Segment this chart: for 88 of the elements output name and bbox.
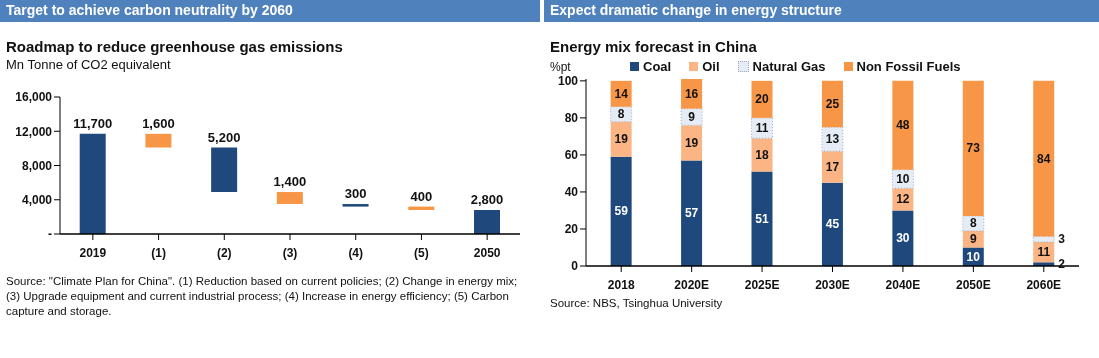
- x-tick-label: 2060E: [1026, 277, 1062, 292]
- data-label: 51: [755, 211, 769, 226]
- bar: [211, 147, 238, 193]
- source-note: Source: NBS, Tsinghua University: [549, 296, 724, 311]
- bar: [342, 204, 369, 207]
- bar: [962, 80, 984, 217]
- x-tick-label: 2020E: [674, 277, 709, 292]
- y-tick-label: 80: [564, 111, 579, 126]
- data-label: 84: [1037, 151, 1051, 166]
- y-tick-label: 4,000: [21, 193, 53, 208]
- data-label: 45: [825, 217, 840, 232]
- bar: [892, 210, 914, 266]
- y-axis-title: %pt: [550, 60, 572, 74]
- data-label: 19: [684, 135, 699, 150]
- x-tick-label: (1): [151, 245, 166, 260]
- data-label: 14: [614, 86, 629, 101]
- y-tick-label: 100: [557, 74, 579, 89]
- legend-label: Non Fossil Fuels: [855, 59, 961, 74]
- x-tick-label: 2050E: [956, 277, 991, 292]
- y-tick-label: 8,000: [21, 158, 53, 173]
- data-label: 3: [1058, 232, 1066, 247]
- chart-subtitle: Energy mix forecast in China: [549, 37, 758, 55]
- bar: [892, 80, 914, 170]
- data-label: 25: [825, 97, 840, 111]
- bar: [1032, 235, 1055, 243]
- y-tick-label: -: [48, 227, 52, 242]
- legend-label: Oil: [701, 59, 720, 74]
- bar: [821, 151, 843, 183]
- data-label: 9: [969, 232, 977, 247]
- data-label: 5,200: [207, 129, 241, 145]
- data-label: 10: [896, 171, 910, 186]
- x-tick-label: 2040E: [885, 277, 921, 292]
- data-label: 57: [684, 206, 699, 221]
- data-label: 17: [825, 159, 840, 174]
- x-tick-label: 2018: [607, 277, 635, 292]
- data-label: 16: [684, 86, 699, 101]
- y-tick-label: 16,000: [15, 90, 53, 105]
- data-label: 19: [614, 132, 629, 147]
- y-tick-label: 0: [571, 259, 579, 274]
- y-axis-title: Mn Tonne of CO2 equivalent: [5, 56, 172, 72]
- x-tick-label: (2): [216, 245, 232, 260]
- data-label: 11: [755, 121, 769, 136]
- data-label: 2,800: [470, 192, 504, 208]
- data-label: 10: [966, 249, 981, 264]
- data-label: 18: [755, 147, 769, 162]
- bar: [79, 133, 106, 234]
- data-label: 1,600: [142, 115, 175, 131]
- data-label: 11,700: [73, 115, 113, 131]
- bar: [474, 210, 500, 234]
- data-label: 400: [410, 188, 433, 204]
- x-tick-label: (4): [348, 245, 364, 260]
- data-label: 8: [617, 107, 625, 122]
- data-label: 20: [755, 92, 769, 107]
- legend-label: Natural Gas: [751, 59, 826, 74]
- data-label: 59: [614, 204, 629, 219]
- chart-subtitle: Roadmap to reduce greenhouse gas emissions: [5, 37, 344, 55]
- x-tick-label: (3): [282, 245, 298, 260]
- bar: [276, 192, 303, 205]
- x-tick-label: (5): [414, 245, 429, 260]
- data-label: 8: [969, 216, 977, 231]
- y-tick-label: 12,000: [15, 124, 53, 139]
- chart-title: Expect dramatic change in energy structure: [544, 0, 1099, 22]
- data-label: 9: [688, 109, 696, 124]
- source-note: Source: "Climate Plan for China". (1) Reduction based on current policies; (2) Change in energy mix; (3) Upgrade equipment and current industrial process; (4) Increase in energy efficiency; (5) Carbon capture and storage.: [5, 274, 519, 319]
- data-label: 73: [966, 141, 981, 156]
- bar: [821, 80, 843, 128]
- data-label: 1,400: [273, 174, 307, 190]
- y-tick-label: 20: [564, 222, 579, 237]
- data-label: 30: [896, 231, 910, 246]
- data-label: 11: [1037, 245, 1051, 260]
- data-label: 48: [896, 118, 910, 133]
- data-label: 300: [344, 186, 367, 202]
- data-label: 13: [825, 132, 840, 147]
- data-label: 12: [896, 192, 910, 207]
- bar: [610, 156, 632, 266]
- x-tick-label: 2050: [473, 245, 501, 260]
- x-tick-label: 2025E: [744, 277, 780, 292]
- y-tick-label: 40: [564, 185, 579, 200]
- bar: [1033, 80, 1055, 237]
- legend-label: Coal: [642, 59, 672, 74]
- bar: [821, 182, 843, 266]
- bar: [145, 133, 172, 148]
- x-tick-label: 2030E: [815, 277, 850, 292]
- x-tick-label: 2019: [79, 245, 107, 260]
- chart-title: Target to achieve carbon neutrality by 2060: [0, 0, 540, 22]
- bar: [681, 160, 703, 266]
- bar: [751, 171, 773, 266]
- y-tick-label: 60: [564, 148, 579, 163]
